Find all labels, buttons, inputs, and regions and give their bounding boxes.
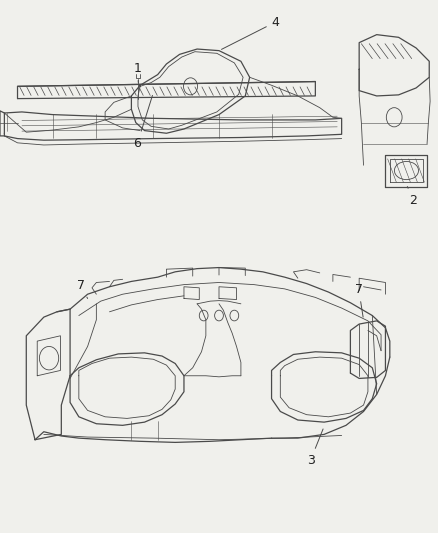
Text: 2: 2 — [407, 187, 417, 207]
Text: 7: 7 — [77, 279, 88, 298]
Text: 1: 1 — [134, 62, 141, 83]
Text: 4: 4 — [222, 15, 279, 50]
Text: 6: 6 — [134, 95, 152, 150]
Text: 7: 7 — [355, 283, 363, 317]
Text: 3: 3 — [307, 429, 323, 467]
